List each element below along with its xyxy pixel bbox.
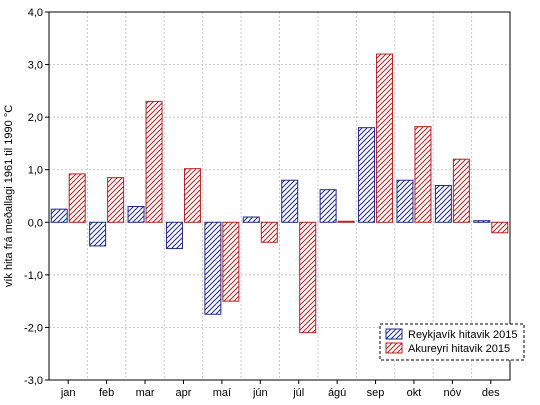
- y-axis-title: vík hita frá meðallagi 1961 til 1990 °C: [3, 105, 15, 287]
- x-tick-label: des: [482, 387, 500, 399]
- bar-akureyri: [145, 100, 163, 223]
- bar-akureyri: [68, 173, 86, 223]
- bar-akureyri: [414, 126, 432, 223]
- x-tick-label: maí: [213, 387, 231, 399]
- bar-akureyri: [376, 53, 394, 223]
- bar-akureyri: [183, 168, 201, 223]
- legend-swatch: [385, 328, 403, 340]
- bar-reykjavik: [50, 208, 68, 223]
- bar-akureyri: [337, 220, 355, 223]
- x-tick-label: mar: [136, 387, 155, 399]
- bar-reykjavik: [396, 179, 414, 223]
- bar-reykjavik: [319, 189, 337, 223]
- bar-reykjavik: [281, 179, 299, 223]
- x-tick-label: nóv: [444, 387, 462, 399]
- bar-akureyri: [260, 221, 278, 243]
- x-axis-ticks: jan feb mar apr maí jún júl ágú sep okt nóv des: [60, 380, 500, 399]
- bar-reykjavik: [127, 206, 145, 223]
- y-tick-label: -3,0: [24, 375, 43, 387]
- bar-akureyri: [299, 221, 317, 334]
- y-tick-label: 3,0: [28, 60, 43, 72]
- legend-swatch: [385, 342, 403, 354]
- legend: Reykjavík hitavik 2015 Akureyri hitavik 2…: [379, 323, 525, 361]
- y-tick-label: 1,0: [28, 165, 43, 177]
- y-tick-label: -1,0: [24, 270, 43, 282]
- legend-label: Akureyri hitavik 2015: [408, 343, 510, 355]
- bar-akureyri: [491, 221, 509, 234]
- gridlines: [49, 12, 510, 380]
- x-tick-label: apr: [176, 387, 192, 399]
- bar-reykjavik: [242, 216, 260, 223]
- legend-label: Reykjavík hitavik 2015: [408, 329, 517, 341]
- y-tick-label: 4,0: [28, 7, 43, 19]
- bar-akureyri: [452, 158, 470, 223]
- x-tick-label: jún: [252, 387, 268, 399]
- bar-reykjavik: [358, 127, 376, 223]
- x-tick-label: jan: [60, 387, 76, 399]
- bar-akureyri: [222, 221, 240, 302]
- bar-reykjavik: [204, 221, 222, 315]
- x-tick-label: ágú: [328, 387, 346, 399]
- bar-akureyri: [107, 177, 125, 223]
- y-tick-label: -2,0: [24, 322, 43, 334]
- bar-reykjavik: [473, 220, 491, 223]
- x-tick-label: sep: [367, 387, 385, 399]
- y-axis-ticks: -3,0 -2,0 -1,0 0,0 1,0 2,0 3,0 4,0: [24, 7, 49, 387]
- y-tick-label: 2,0: [28, 112, 43, 124]
- bar-reykjavik: [89, 221, 107, 247]
- bar-reykjavik: [165, 221, 183, 250]
- bar-reykjavik: [434, 184, 452, 223]
- x-tick-label: júl: [292, 387, 304, 399]
- legend-box: [379, 323, 525, 361]
- bars: [50, 53, 509, 334]
- plot-frame: [48, 11, 511, 381]
- x-tick-label: feb: [99, 387, 114, 399]
- x-tick-label: okt: [407, 387, 422, 399]
- y-tick-label: 0,0: [28, 217, 43, 229]
